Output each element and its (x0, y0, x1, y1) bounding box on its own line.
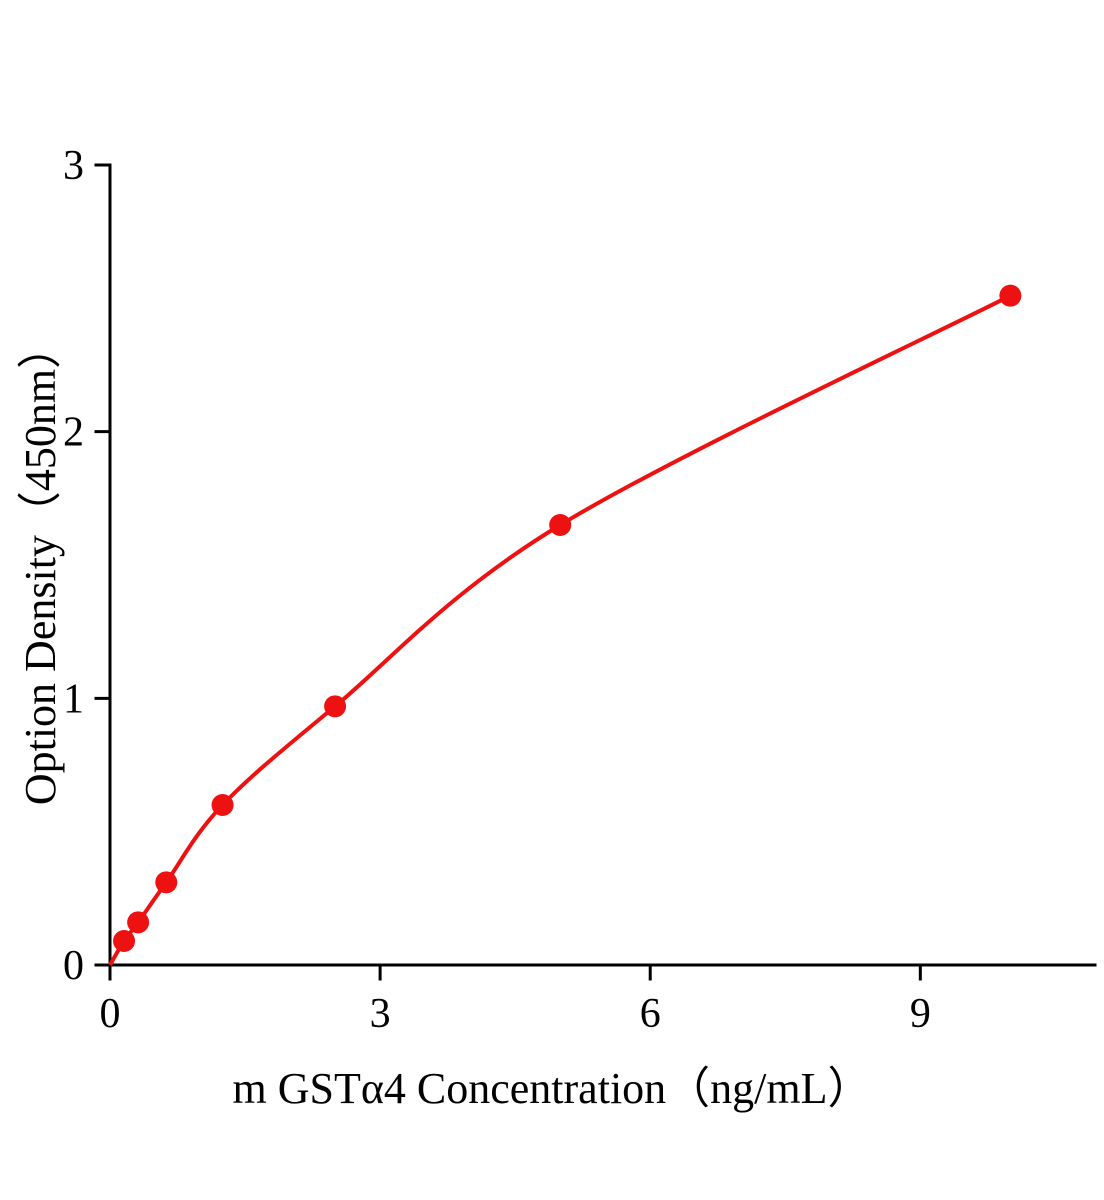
x-axis-tick-label: 3 (370, 991, 391, 1037)
y-axis-tick-label: 1 (63, 676, 84, 722)
data-point-marker (113, 930, 136, 952)
data-point-marker (999, 284, 1022, 307)
y-axis-title: Option Density（450nm） (16, 324, 65, 806)
x-axis-tick-label: 0 (100, 991, 121, 1037)
y-axis-tick-label: 0 (63, 943, 84, 989)
y-axis-tick-label: 3 (63, 143, 84, 189)
data-point-marker (155, 871, 178, 894)
x-axis-tick-label: 9 (910, 991, 931, 1037)
data-point-marker (549, 514, 572, 536)
data-point-marker (127, 911, 150, 934)
data-point-marker (211, 794, 234, 816)
x-axis-tick-label: 6 (640, 991, 661, 1037)
standard-curve-line (108, 293, 1012, 967)
data-point-marker (324, 695, 347, 718)
y-axis-tick-label: 2 (63, 410, 84, 456)
x-axis-title: m GSTα4 Concentration（ng/mL） (232, 1064, 872, 1113)
